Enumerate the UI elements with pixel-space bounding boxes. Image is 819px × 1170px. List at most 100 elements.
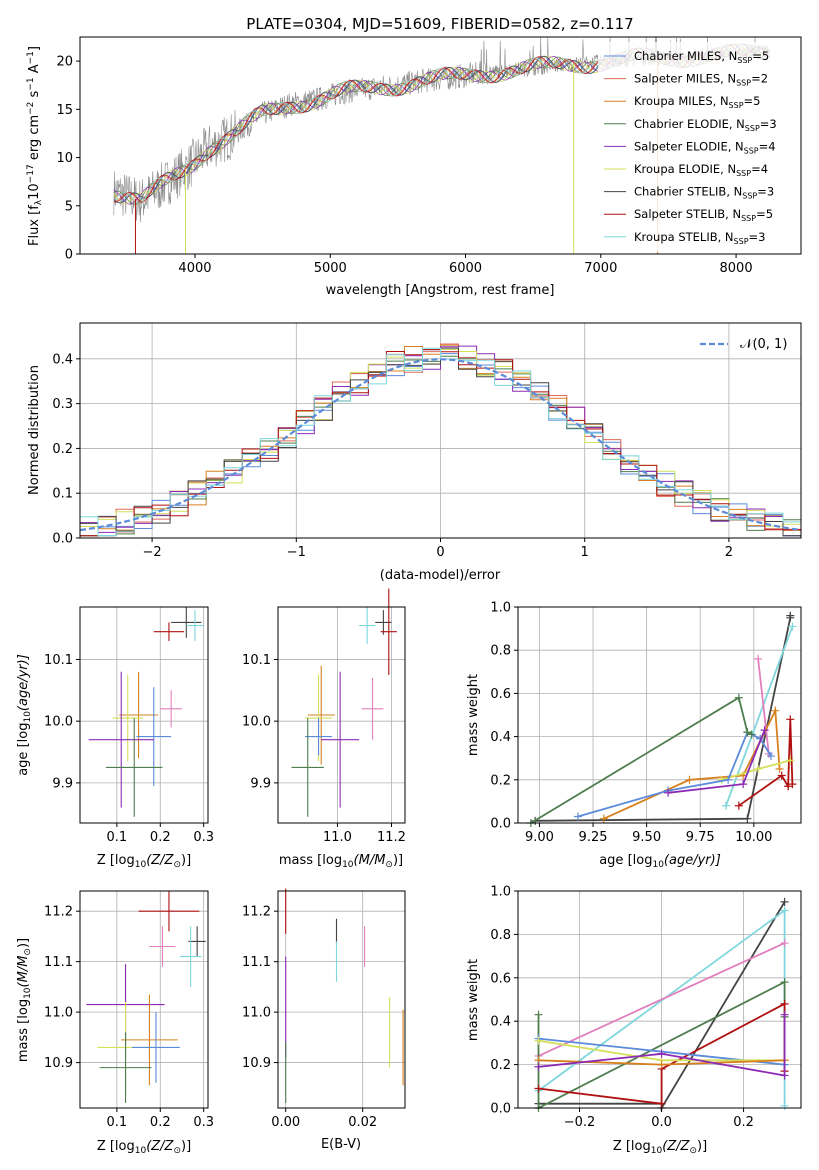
mass-ebv-xlabel: E(B-V) (321, 1137, 361, 1152)
x-tick-label: 0.00 (271, 1115, 300, 1130)
weight-marker-salpeter_stelib (784, 782, 793, 791)
weight-line-salpeter_elodie (538, 1014, 786, 1077)
weight-marker-kroupa_stelib (780, 1101, 789, 1110)
x-tick-label: −2 (143, 545, 162, 560)
mw-z-axes (517, 890, 802, 1109)
weight-marker-kroupa_stelib (788, 622, 797, 631)
x-tick-label: 4000 (178, 261, 211, 276)
mass-z-grid (80, 891, 208, 1108)
age-z-axes (79, 606, 209, 824)
mass-z-plot-area (86, 891, 206, 1103)
x-tick-label: 0.3 (193, 1115, 214, 1130)
x-tick-label: −1 (287, 545, 306, 560)
weight-marker-chabrier_stelib (786, 611, 795, 620)
mw-z-x-ticks: −0.2 0.0 0.2 (564, 1108, 754, 1130)
x-tick-label: 9.00 (525, 830, 554, 845)
legend-label: Chabrier MILES, NSSP=5 (634, 49, 769, 65)
weight-marker-kroupa_miles (775, 765, 784, 773)
mass-vs-metallicity-panel: 0.1 0.2 0.3 10.9 11.0 11.1 11.2 Z [log10(Z/Z⊙… (16, 890, 214, 1156)
mass-vs-ebv-panel: 0.00 0.02 10.9 11.0 11.1 11.2 E(B-V) (242, 888, 406, 1152)
age-z-grid (80, 607, 208, 823)
weight-marker-salpeter_stelib (534, 1084, 543, 1093)
y-tick-label: 5 (65, 199, 73, 214)
mass-z-axes (79, 890, 209, 1109)
spectrum-title: PLATE=0304, MJD=51609, FIBERID=0582, z=0… (246, 15, 633, 33)
age-z-y-ticks: 9.9 10.0 10.1 (44, 653, 80, 791)
weight-marker-salpeter_stelib (780, 999, 789, 1008)
y-tick-label: 0.6 (490, 971, 511, 986)
weight-marker-kroupa_elodie (534, 1036, 543, 1045)
y-tick-label: 10.0 (44, 715, 73, 730)
spectrum-panel: PLATE=0304, MJD=51609, FIBERID=0582, z=0… (26, 15, 802, 298)
weight-marker-chabrier_stelib (743, 814, 752, 823)
mw-z-plot-area (534, 897, 789, 1112)
y-tick-label: 0.4 (52, 352, 73, 367)
age-mass-grid (278, 607, 405, 823)
weight-marker-salpeter_stelib (777, 771, 786, 780)
spectrum-y-ticks: 0 5 10 15 20 (56, 55, 80, 263)
mass-z-ylabel: mass [log10(M/M⊙)] (16, 938, 33, 1062)
weight-marker-salpeter_elodie (534, 1062, 543, 1071)
age-mass-x-ticks: 11.0 11.2 (323, 823, 406, 845)
mass-z-y-ticks: 10.9 11.0 11.1 11.2 (44, 905, 80, 1071)
age-mass-axes (277, 606, 406, 824)
y-tick-label: 1.0 (490, 601, 511, 616)
mass-z-xlabel: Z [log10(Z/Z⊙)] (97, 1139, 191, 1156)
weight-marker-salpeter_elodie (760, 726, 769, 735)
mass-ebv-plot-area (285, 888, 404, 1103)
spectrum-xlabel: wavelength [Angstrom, rest frame] (326, 283, 555, 298)
model-spectrum-chabrier_miles (113, 55, 602, 204)
age-z-x-ticks: 0.1 0.2 0.3 (107, 823, 214, 845)
weight-line-pink (757, 658, 770, 755)
y-tick-label: 0.0 (490, 1102, 511, 1117)
weight-marker-kroupa_miles (657, 1060, 666, 1069)
weight-marker-salpeter_elodie (664, 788, 673, 797)
y-tick-label: 0 (65, 248, 73, 263)
massweight-vs-metallicity-panel: −0.2 0.0 0.2 0.0 0.2 0.4 0.6 0.8 1.0 Z [log10(Z… (466, 885, 802, 1156)
weight-marker-kroupa_miles (599, 814, 608, 823)
x-tick-label: 0.1 (107, 830, 128, 845)
mw-z-y-ticks: 0.0 0.2 0.4 0.6 0.8 1.0 (490, 885, 518, 1117)
y-tick-label: 0.6 (490, 687, 511, 702)
age-z-ylabel: age [log10(age/yr)] (16, 654, 33, 776)
weight-marker-salpeter_stelib (786, 715, 795, 724)
mw-age-axes (517, 606, 802, 824)
x-tick-label: 9.75 (686, 830, 715, 845)
y-tick-label: 11.1 (44, 955, 73, 970)
age-z-plot-area (88, 607, 204, 817)
weight-marker-kroupa_elodie (786, 756, 795, 765)
x-tick-label: 0.02 (348, 1115, 377, 1130)
spectrum-legend: Chabrier MILES, NSSP=5 Salpeter MILES, NS… (598, 42, 798, 252)
spectrum-axes (79, 36, 802, 255)
y-tick-label: 10.1 (44, 653, 73, 668)
x-tick-label: 11.0 (323, 830, 352, 845)
weight-marker-salpeter_stelib (657, 1099, 666, 1108)
x-tick-label: 0 (436, 545, 444, 560)
legend-label: Salpeter ELODIE, NSSP=4 (634, 139, 776, 155)
weight-marker-chabrier_stelib (780, 897, 789, 906)
legend-label: Salpeter MILES, NSSP=2 (634, 72, 768, 88)
mw-z-xlabel: Z [log10(Z/Z⊙)] (613, 1139, 707, 1156)
weight-line-chabrier_miles (577, 731, 772, 818)
histogram-plot-area (79, 343, 802, 537)
y-tick-label: 0.3 (52, 397, 73, 412)
weight-marker-kroupa_elodie (754, 765, 763, 773)
x-tick-label: 0.2 (150, 1115, 171, 1130)
weight-marker-chabrier_elodie (734, 693, 743, 702)
weight-marker-pink (754, 654, 763, 663)
weight-marker-chabrier_miles (574, 812, 583, 821)
massweight-vs-age-panel: 9.00 9.25 9.50 9.75 10.00 0.0 0.2 0.4 0.6 0.8 1.0… (466, 601, 802, 870)
x-tick-label: 7000 (584, 261, 617, 276)
mw-age-plot-area (526, 611, 797, 827)
mass-ebv-axes (277, 890, 406, 1109)
x-tick-label: −0.2 (564, 1115, 596, 1130)
x-tick-label: 11.2 (377, 830, 406, 845)
weight-marker-kroupa_stelib (780, 906, 789, 915)
legend-background (598, 42, 798, 252)
y-tick-label: 0.8 (490, 644, 511, 659)
x-tick-label: 1 (581, 545, 589, 560)
legend-label: Kroupa MILES, NSSP=5 (634, 94, 760, 110)
spectrum-ylabel: Flux [fλ10−17 erg cm−2 s−1 A−1] (26, 46, 44, 246)
x-tick-label: 0.0 (651, 1115, 672, 1130)
y-tick-label: 0.4 (490, 730, 511, 745)
